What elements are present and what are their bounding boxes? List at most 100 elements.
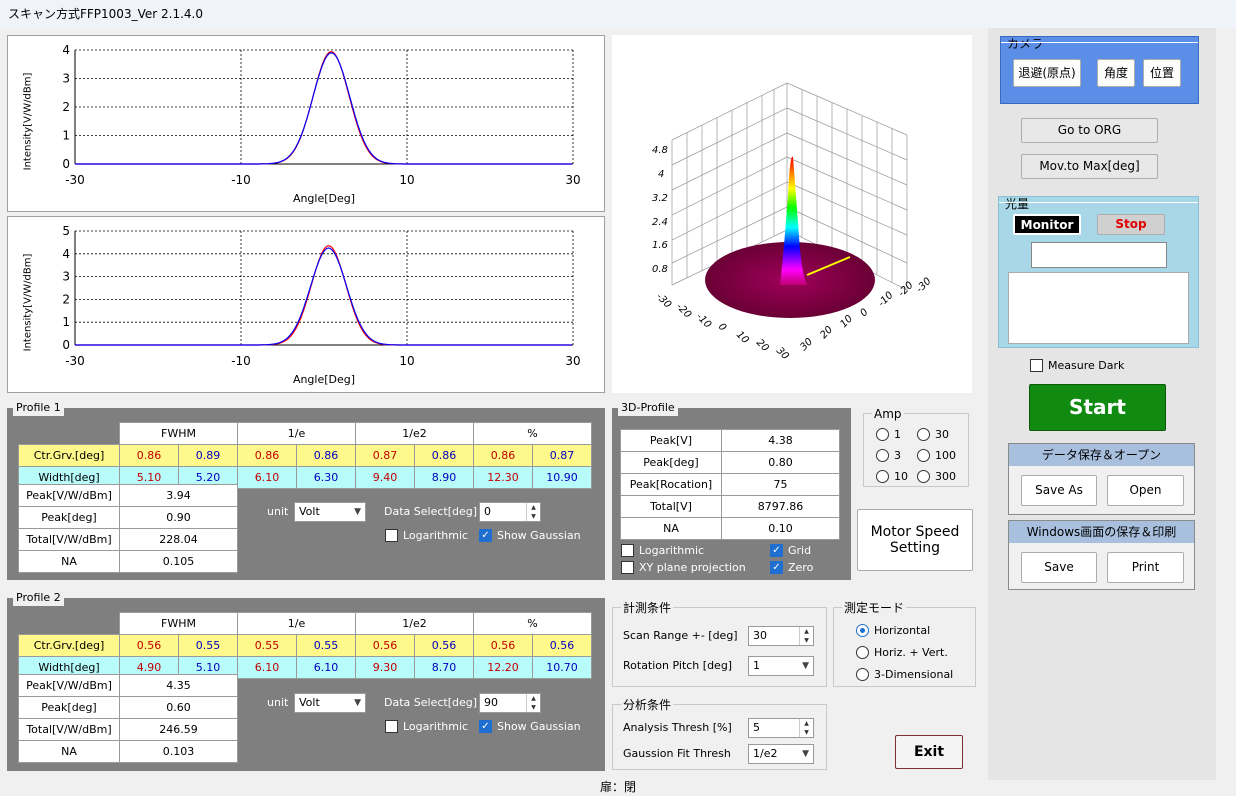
spinner-arrows-icon[interactable]: ▲ ▼	[526, 503, 540, 521]
y-tick-label: 5	[62, 224, 70, 238]
check-icon[interactable]: ✓	[770, 544, 783, 557]
mode-3d-radio[interactable]: 3-Dimensional	[856, 668, 953, 681]
mode-horizontal-radio[interactable]: Horizontal	[856, 624, 930, 637]
profile2-xlabel: Angle[Deg]	[292, 373, 356, 386]
amp-radio-100[interactable]: 100	[917, 449, 956, 462]
radio-icon[interactable]	[917, 470, 930, 483]
gaussian-fit-select[interactable]: 1/e2 ▼	[748, 744, 814, 764]
stat-label: Peak[V/W/dBm]	[18, 484, 120, 507]
position-button[interactable]: 位置	[1143, 59, 1181, 87]
stat-value: 0.105	[119, 550, 238, 573]
stat-value: 4.38	[721, 429, 840, 452]
move-to-max-label: Mov.to Max[deg]	[1039, 159, 1140, 173]
mode-group: 測定モード Horizontal Horiz. + Vert. 3-Dimens…	[833, 600, 976, 687]
logarithmic-checkbox[interactable]: Logarithmic	[385, 720, 468, 733]
profile2-stats: Peak[V/W/dBm] 4.35 Peak[deg] 0.60 Total[V/…	[18, 674, 238, 763]
light-value-field[interactable]	[1031, 242, 1167, 268]
scan-range-spinner[interactable]: 30 ▲ ▼	[748, 626, 814, 646]
stat-value: 228.04	[119, 528, 238, 551]
show-gaussian-checkbox[interactable]: ✓ Show Gaussian	[479, 720, 581, 733]
stat-value: 3.94	[119, 484, 238, 507]
radio-icon[interactable]	[917, 449, 930, 462]
light-log-area[interactable]	[1008, 272, 1189, 344]
measure-dark-checkbox[interactable]: Measure Dark	[1030, 359, 1124, 372]
motor-speed-button[interactable]: Motor Speed Setting	[857, 509, 973, 571]
amp-radio-10[interactable]: 10	[876, 470, 908, 483]
radio-icon[interactable]	[856, 646, 869, 659]
checkbox-icon[interactable]	[621, 544, 634, 557]
angle-button[interactable]: 角度	[1097, 59, 1135, 87]
measure-group: 計測条件 Scan Range +- [deg] 30 ▲ ▼ Rotation P…	[612, 600, 827, 687]
print-button[interactable]: Print	[1107, 552, 1184, 583]
radio-icon[interactable]	[856, 668, 869, 681]
retract-origin-button[interactable]: 退避(原点)	[1013, 59, 1081, 87]
check-icon[interactable]: ✓	[479, 720, 492, 733]
gaussian-fit-value: 1/e2	[753, 747, 778, 760]
logarithmic-checkbox[interactable]: Logarithmic	[385, 529, 468, 542]
amp-radio-30[interactable]: 30	[917, 428, 949, 441]
open-button[interactable]: Open	[1107, 475, 1184, 506]
stat-value: 0.80	[721, 451, 840, 474]
retract-origin-label: 退避(原点)	[1018, 66, 1076, 80]
radio-icon[interactable]	[876, 428, 889, 441]
rotation-pitch-label: Rotation Pitch [deg]	[623, 659, 733, 672]
chevron-down-icon: ▼	[354, 507, 361, 517]
profile1-table: FWHM 1/e 1/e2 % Ctr.Grv.[deg] 0.86 0.89 0…	[18, 422, 592, 489]
mode-horiz-vert-radio[interactable]: Horiz. + Vert.	[856, 646, 948, 659]
analysis-thresh-label: Analysis Thresh [%]	[623, 721, 732, 734]
start-label: Start	[1069, 395, 1126, 419]
width-value: 6.10	[237, 466, 297, 489]
checkbox-icon[interactable]	[385, 529, 398, 542]
xy-projection-checkbox[interactable]: XY plane projection	[621, 561, 746, 574]
exit-button[interactable]: Exit	[895, 735, 963, 769]
y-tick: -10	[876, 290, 895, 309]
status-text: 扉：閉	[599, 780, 636, 794]
ctr-value: 0.55	[178, 634, 238, 657]
checkbox-label: Logarithmic	[403, 720, 469, 733]
amp-radio-3[interactable]: 3	[876, 449, 901, 462]
radio-selected-icon[interactable]	[856, 624, 869, 637]
x-tick-label: 30	[565, 173, 580, 187]
checkbox-icon[interactable]	[1030, 359, 1043, 372]
radio-icon[interactable]	[876, 470, 889, 483]
checkbox-icon[interactable]	[385, 720, 398, 733]
start-button[interactable]: Start	[1029, 384, 1166, 431]
check-icon[interactable]: ✓	[770, 561, 783, 574]
amp-radio-1[interactable]: 1	[876, 428, 901, 441]
3d-logarithmic-checkbox[interactable]: Logarithmic	[621, 544, 704, 557]
data-select-spinner[interactable]: 90 ▲ ▼	[479, 693, 541, 713]
save-as-button[interactable]: Save As	[1021, 475, 1097, 506]
x-tick-label: -30	[65, 354, 85, 368]
check-icon[interactable]: ✓	[479, 529, 492, 542]
spinner-arrows-icon[interactable]: ▲ ▼	[799, 719, 813, 737]
mode-title: 測定モード	[842, 600, 907, 616]
checkbox-icon[interactable]	[621, 561, 634, 574]
rotation-pitch-select[interactable]: 1 ▼	[748, 656, 814, 676]
zero-checkbox[interactable]: ✓ Zero	[770, 561, 813, 574]
spinner-arrows-icon[interactable]: ▲ ▼	[799, 627, 813, 645]
spinner-arrows-icon[interactable]: ▲ ▼	[526, 694, 540, 712]
go-to-org-button[interactable]: Go to ORG	[1021, 118, 1158, 143]
amp-radio-300[interactable]: 300	[917, 470, 956, 483]
unit-select[interactable]: Volt ▼	[294, 693, 366, 713]
radio-icon[interactable]	[876, 449, 889, 462]
unit-select-value: Volt	[299, 505, 320, 518]
save-button[interactable]: Save	[1021, 552, 1097, 583]
data-select-spinner[interactable]: 0 ▲ ▼	[479, 502, 541, 522]
header-pct: %	[473, 612, 592, 635]
profile1-group: Profile 1 FWHM 1/e 1/e2 % Ctr.Grv.[deg] …	[7, 400, 605, 580]
move-to-max-button[interactable]: Mov.to Max[deg]	[1021, 154, 1158, 179]
monitor-button[interactable]: Monitor	[1013, 214, 1081, 235]
analysis-thresh-spinner[interactable]: 5 ▲ ▼	[748, 718, 814, 738]
stat-label: Peak[Rocation]	[620, 473, 722, 496]
y-tick-label: 2	[62, 100, 70, 114]
radio-icon[interactable]	[917, 428, 930, 441]
show-gaussian-checkbox[interactable]: ✓ Show Gaussian	[479, 529, 581, 542]
radio-label: 1	[894, 428, 901, 441]
stat-label: Total[V/W/dBm]	[18, 718, 120, 741]
stat-value: 0.90	[119, 506, 238, 529]
stop-button[interactable]: Stop	[1097, 214, 1165, 235]
grid-checkbox[interactable]: ✓ Grid	[770, 544, 811, 557]
unit-select[interactable]: Volt ▼	[294, 502, 366, 522]
data-select-label: Data Select[deg]	[384, 696, 478, 709]
